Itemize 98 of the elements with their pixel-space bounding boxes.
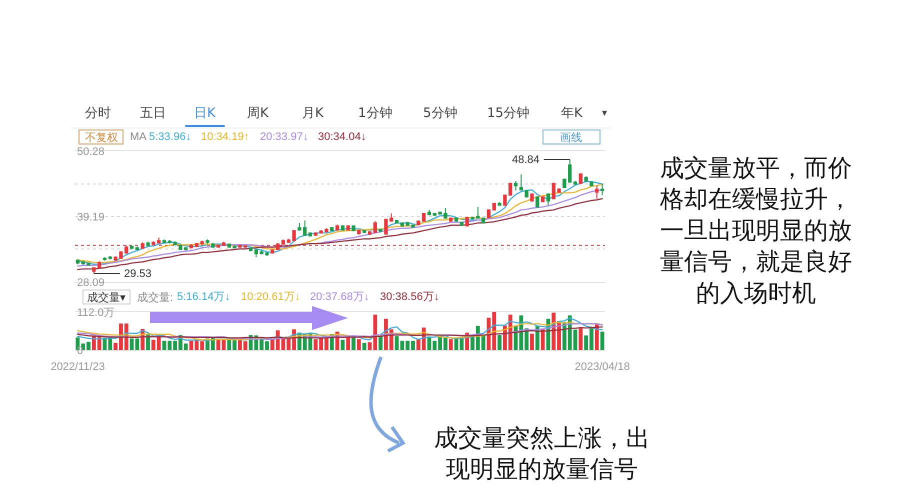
candlestick — [152, 240, 156, 246]
text: 分时 — [85, 106, 111, 121]
candlestick — [524, 189, 528, 198]
text: 10:20.61万↓ — [241, 291, 300, 303]
text: 成交量放平，而价格却在缓慢拉升，一旦出现明显的放量信号，就是良好的入场时机 — [659, 154, 852, 307]
candlestick — [519, 174, 523, 191]
text: 日K — [194, 106, 216, 121]
candlestick — [530, 192, 534, 202]
bar — [578, 328, 583, 350]
candlestick — [200, 240, 204, 246]
candlestick — [578, 172, 582, 184]
bar — [378, 335, 383, 350]
text: 1分钟 — [358, 106, 392, 121]
candlestick — [422, 212, 426, 222]
text: 15分钟 — [487, 106, 530, 121]
candlestick — [454, 217, 458, 222]
y-tick-label: 112.0万 — [77, 306, 115, 319]
bar — [394, 336, 399, 350]
candlestick — [536, 196, 540, 208]
candlestick — [270, 248, 274, 254]
candlestick — [206, 238, 210, 244]
candlestick — [276, 242, 280, 251]
legend-title: MA — [130, 131, 148, 143]
candlestick — [595, 185, 599, 200]
bar — [530, 334, 534, 350]
candlestick — [416, 220, 420, 226]
candlestick — [498, 202, 502, 206]
candlestick — [492, 202, 496, 212]
bar — [346, 337, 350, 350]
candlestick — [314, 232, 318, 236]
candlestick — [146, 241, 150, 248]
x-tick-label: 2023/04/18 — [574, 361, 630, 374]
text: 10:34.19↑ — [201, 131, 250, 143]
candlestick — [330, 226, 334, 232]
candlestick — [373, 220, 377, 234]
line-series — [77, 198, 603, 270]
annotation: 29.53 — [124, 268, 152, 280]
bar — [352, 337, 356, 350]
text: 30:38.56万↓ — [380, 291, 440, 303]
text: 成交量突然上涨，出现明显的放量信号 — [434, 424, 650, 484]
text: 30:34.04↓ — [318, 131, 366, 143]
text: 成交量▾ — [87, 291, 126, 304]
candlestick — [76, 259, 80, 265]
candlestick — [135, 246, 140, 251]
x-tick-label: 2022/11/23 — [50, 361, 105, 374]
text: 20:37.68万↓ — [310, 291, 370, 303]
candlestick — [465, 216, 469, 227]
candlestick — [108, 255, 112, 260]
y-tick-label: 39.19 — [77, 211, 105, 224]
candlestick — [584, 176, 588, 182]
candlestick — [394, 219, 399, 224]
candlestick — [308, 232, 312, 237]
legend-title: 成交量: — [137, 291, 174, 304]
candlestick — [378, 228, 382, 233]
candlestick — [449, 217, 453, 222]
line-series — [77, 326, 603, 339]
candlestick — [281, 238, 286, 246]
text: ▾ — [602, 108, 608, 119]
candlestick — [600, 183, 604, 196]
candlestick — [222, 241, 226, 246]
bar — [448, 339, 453, 350]
candlestick — [460, 221, 464, 226]
y-tick-label: 50.28 — [77, 146, 105, 158]
y-tick-label: 28.09 — [77, 276, 105, 289]
text: 年K — [561, 106, 583, 121]
text: 20:33.97↓ — [260, 131, 308, 143]
candlestick — [486, 208, 491, 219]
candlestick — [514, 180, 518, 191]
candlestick — [130, 244, 134, 250]
candlestick — [546, 192, 550, 206]
candlestick — [140, 242, 144, 250]
candlestick — [590, 181, 594, 187]
candlestick — [162, 238, 166, 244]
candlestick — [157, 237, 161, 244]
text: 画线 — [560, 131, 582, 144]
candlestick — [481, 217, 486, 224]
candlestick — [335, 224, 340, 232]
candlestick — [400, 222, 404, 227]
bar — [498, 335, 502, 350]
text: 月K — [302, 106, 324, 121]
candlestick — [211, 242, 215, 248]
text: 5:33.96↓ — [149, 131, 192, 143]
text: 五日 — [140, 106, 166, 121]
text: 5:16.14万↓ — [177, 291, 230, 303]
candlestick — [254, 248, 258, 258]
text: 5分钟 — [423, 106, 458, 121]
text: 不复权 — [85, 131, 118, 144]
candlestick — [362, 229, 366, 234]
candlestick — [357, 229, 361, 236]
bar — [362, 342, 366, 350]
bar — [356, 339, 361, 350]
bar — [540, 329, 545, 350]
annotation: 48.84 — [512, 154, 540, 166]
candlestick — [573, 180, 578, 186]
candlestick — [352, 224, 356, 232]
candlestick — [194, 242, 199, 248]
bar — [600, 332, 604, 350]
text: 周K — [247, 106, 269, 121]
